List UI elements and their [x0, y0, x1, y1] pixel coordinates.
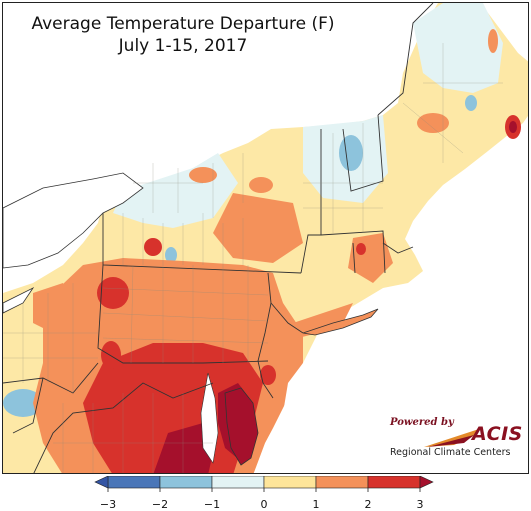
colorbar-under-arrow [94, 476, 109, 489]
title-line-2: July 1-15, 2017 [118, 36, 248, 56]
colorbar-tick-label: 1 [313, 498, 320, 511]
long-island [302, 308, 379, 336]
colorbar-tick-label: −3 [100, 498, 116, 511]
colorbar-bin [107, 476, 161, 489]
colorbar-tick-label: −1 [204, 498, 220, 511]
colorbar-bin [211, 476, 265, 489]
acis-logo: Powered by ACIS Regional Climate Centers [386, 417, 526, 459]
cool-anomaly-areas [3, 3, 503, 459]
colorbar-bins [107, 476, 421, 489]
logo-subtitle: Regional Climate Centers [390, 447, 511, 458]
colorbar-tick-label: 2 [365, 498, 372, 511]
colorbar-bin [367, 476, 421, 489]
map-frame: Average Temperature Departure (F) July 1… [2, 2, 529, 474]
logo-acis-name: ACIS [472, 423, 523, 445]
title-line-1: Average Temperature Departure (F) [31, 14, 335, 34]
map-title: Average Temperature Departure (F) July 1… [3, 13, 363, 57]
colorbar-bin [315, 476, 369, 489]
colorbar-ticks: −3 −2 −1 0 1 2 3 [100, 488, 424, 511]
colorbar-legend: −3 −2 −1 0 1 2 3 [94, 476, 434, 511]
colorbar-bin [263, 476, 317, 489]
logo-powered-by: Powered by [390, 417, 454, 428]
state-boundaries [3, 3, 434, 473]
colorbar-over-arrow [419, 476, 434, 489]
colorbar-tick-label: −2 [152, 498, 168, 511]
water-bodies [3, 3, 528, 473]
county-boundaries [3, 43, 503, 473]
delmarva-peninsula [224, 387, 259, 466]
colorbar-tick-label: 0 [261, 498, 268, 511]
temperature-departure-map [3, 3, 528, 473]
colorbar-bin [159, 476, 213, 489]
logo-swoosh-icon [424, 429, 479, 447]
colorbar-tick-label: 3 [417, 498, 424, 511]
